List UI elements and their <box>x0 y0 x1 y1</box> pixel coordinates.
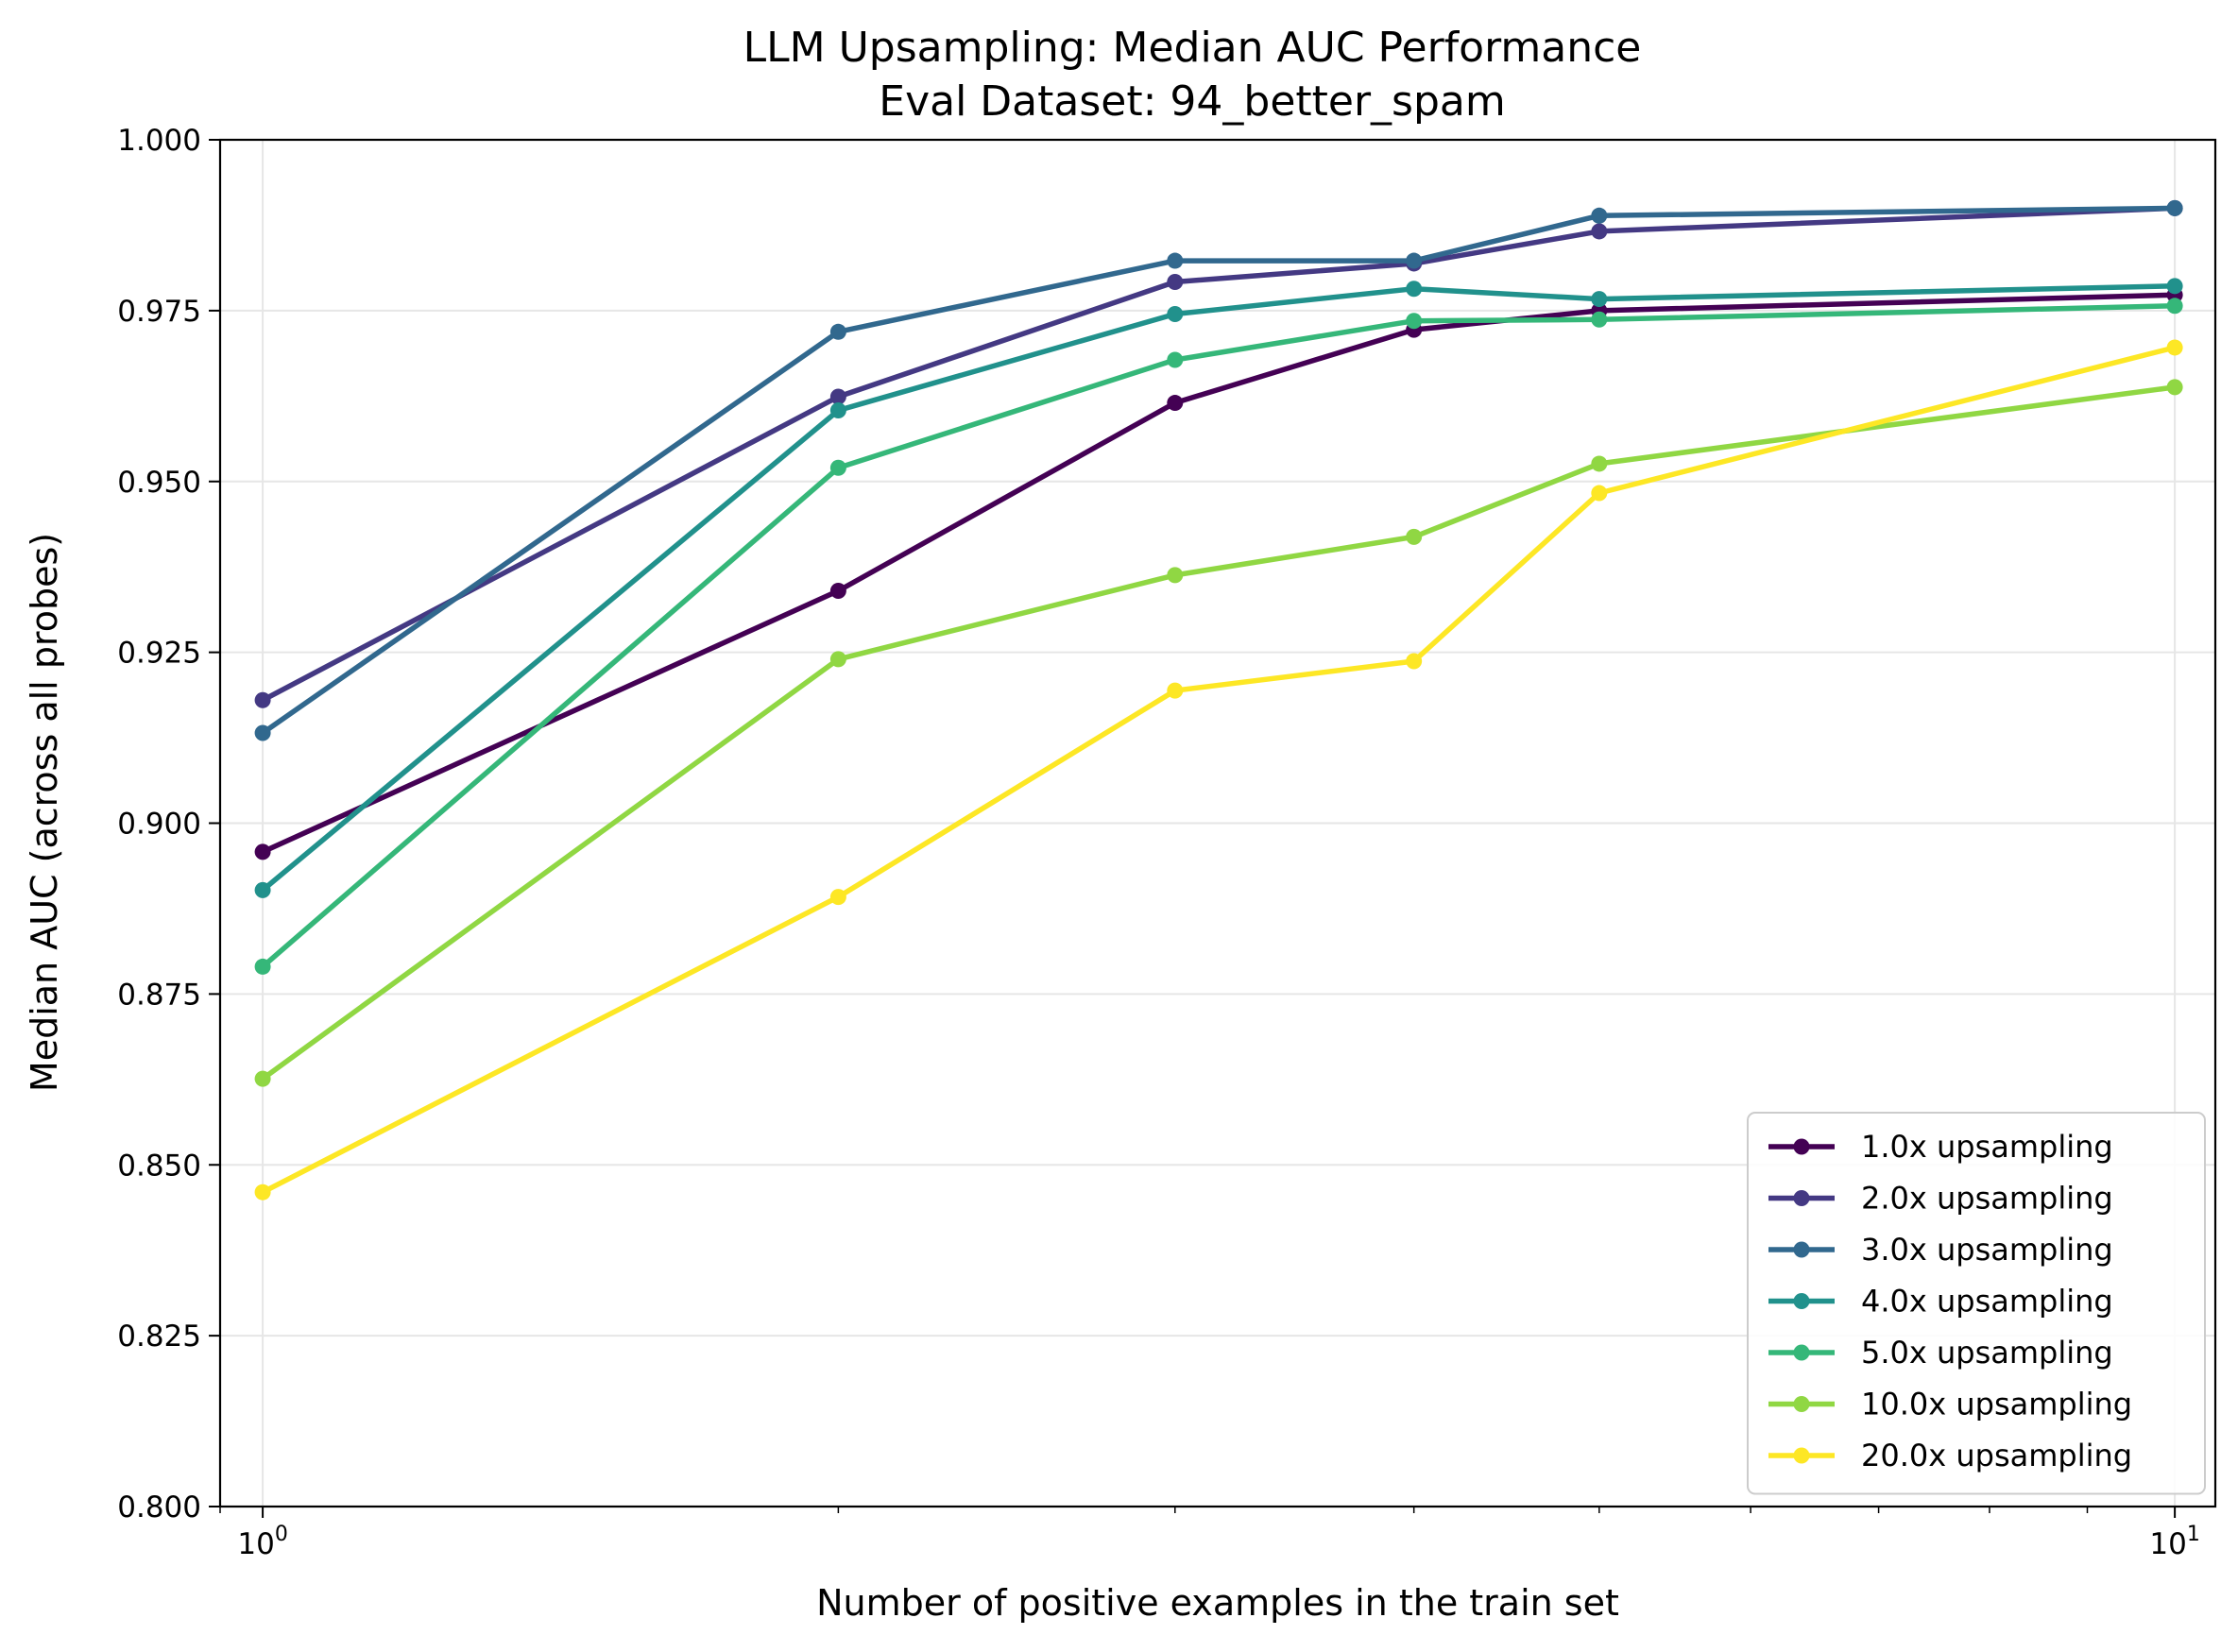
legend-label: 3.0x upsampling <box>1861 1232 2113 1268</box>
series-line <box>261 205 2176 703</box>
legend-swatch-marker <box>1793 1241 1810 1258</box>
data-point <box>2166 339 2183 356</box>
data-point <box>254 958 271 975</box>
series-line <box>261 292 2176 855</box>
x-tick-base: 10 <box>2149 1527 2186 1561</box>
data-point <box>1406 528 1423 545</box>
y-axis-label: Median AUC (across all probes) <box>24 533 65 1092</box>
series-1 <box>254 199 2183 708</box>
y-tick-label: 0.800 <box>117 1490 201 1524</box>
legend-item: 4.0x upsampling <box>1768 1284 2113 1320</box>
data-point <box>829 459 846 476</box>
data-point <box>254 1070 271 1087</box>
series-2 <box>254 199 2183 741</box>
chart-title: LLM Upsampling: Median AUC Performance <box>743 24 1642 72</box>
data-point <box>1167 351 1184 368</box>
data-point <box>829 651 846 668</box>
legend-label: 20.0x upsampling <box>1861 1438 2132 1473</box>
x-axis: 100 101 <box>219 1507 2200 1561</box>
data-point <box>829 388 846 405</box>
y-axis: 0.800 0.825 0.850 0.875 0.900 0.925 0.950 0.975… <box>117 124 220 1524</box>
legend-label: 1.0x upsampling <box>1861 1129 2113 1165</box>
series-layer <box>254 199 2183 1201</box>
chart-subtitle: Eval Dataset: 94_better_spam <box>879 77 1505 126</box>
data-point <box>1406 313 1423 330</box>
legend-swatch-marker <box>1793 1190 1810 1206</box>
legend-swatch-marker <box>1793 1138 1810 1155</box>
legend-item: 20.0x upsampling <box>1768 1438 2132 1473</box>
x-tick-label: 101 <box>2149 1523 2199 1561</box>
series-line <box>261 283 2176 893</box>
data-point <box>829 583 846 600</box>
data-point <box>829 889 846 906</box>
data-point <box>1591 207 1608 224</box>
legend-item: 2.0x upsampling <box>1768 1181 2113 1217</box>
series-line <box>261 345 2176 1195</box>
data-point <box>1167 305 1184 322</box>
legend-item: 3.0x upsampling <box>1768 1232 2113 1268</box>
legend-swatch-marker <box>1793 1447 1810 1464</box>
data-point <box>1167 395 1184 412</box>
legend-label: 2.0x upsampling <box>1861 1181 2113 1217</box>
legend-swatch-marker <box>1793 1396 1810 1412</box>
data-point <box>1591 291 1608 308</box>
data-point <box>2166 199 2183 216</box>
y-tick-label: 1.000 <box>117 124 201 158</box>
y-tick-label: 0.975 <box>117 295 201 329</box>
series-3 <box>254 278 2183 898</box>
data-point <box>1167 273 1184 290</box>
x-tick-exponent: 0 <box>275 1523 288 1546</box>
series-line <box>261 303 2176 969</box>
data-point <box>1591 485 1608 502</box>
legend-label: 5.0x upsampling <box>1861 1335 2113 1371</box>
series-line <box>261 384 2176 1081</box>
legend-label: 4.0x upsampling <box>1861 1284 2113 1320</box>
y-tick-label: 0.900 <box>117 808 201 842</box>
series-6 <box>254 339 2183 1201</box>
x-axis-label: Number of positive examples in the train… <box>816 1582 1619 1624</box>
data-point <box>2166 298 2183 315</box>
series-5 <box>254 379 2183 1087</box>
data-point <box>1406 653 1423 670</box>
x-tick-label: 100 <box>237 1523 287 1561</box>
legend-item: 10.0x upsampling <box>1768 1387 2132 1422</box>
data-point <box>1591 311 1608 328</box>
legend-swatch-marker <box>1793 1344 1810 1361</box>
data-point <box>829 402 846 419</box>
legend-label: 10.0x upsampling <box>1861 1387 2132 1422</box>
legend: 1.0x upsampling 2.0x upsampling 3.0x upsam… <box>1747 1112 2206 1495</box>
data-point <box>1167 252 1184 269</box>
legend-item: 1.0x upsampling <box>1768 1129 2113 1165</box>
x-tick-exponent: 1 <box>2187 1523 2200 1546</box>
data-point <box>2166 379 2183 396</box>
series-line <box>261 205 2176 736</box>
legend-box <box>1747 1112 2206 1495</box>
data-point <box>1591 223 1608 240</box>
legend-swatch-marker <box>1793 1293 1810 1309</box>
y-tick-label: 0.925 <box>117 637 201 671</box>
series-4 <box>254 298 2183 975</box>
data-point <box>254 881 271 898</box>
data-point <box>254 724 271 741</box>
y-tick-label: 0.875 <box>117 978 201 1012</box>
y-tick-label: 0.950 <box>117 466 201 500</box>
data-point <box>1167 682 1184 699</box>
data-point <box>2166 278 2183 295</box>
data-point <box>254 843 271 860</box>
data-point <box>254 1184 271 1201</box>
y-tick-label: 0.850 <box>117 1149 201 1183</box>
data-point <box>829 323 846 340</box>
data-point <box>1591 455 1608 472</box>
data-point <box>254 691 271 708</box>
y-tick-label: 0.825 <box>117 1320 201 1354</box>
data-point <box>1167 567 1184 584</box>
data-point <box>1406 281 1423 298</box>
data-point <box>1406 252 1423 269</box>
x-tick-base: 10 <box>237 1527 274 1561</box>
legend-item: 5.0x upsampling <box>1768 1335 2113 1371</box>
